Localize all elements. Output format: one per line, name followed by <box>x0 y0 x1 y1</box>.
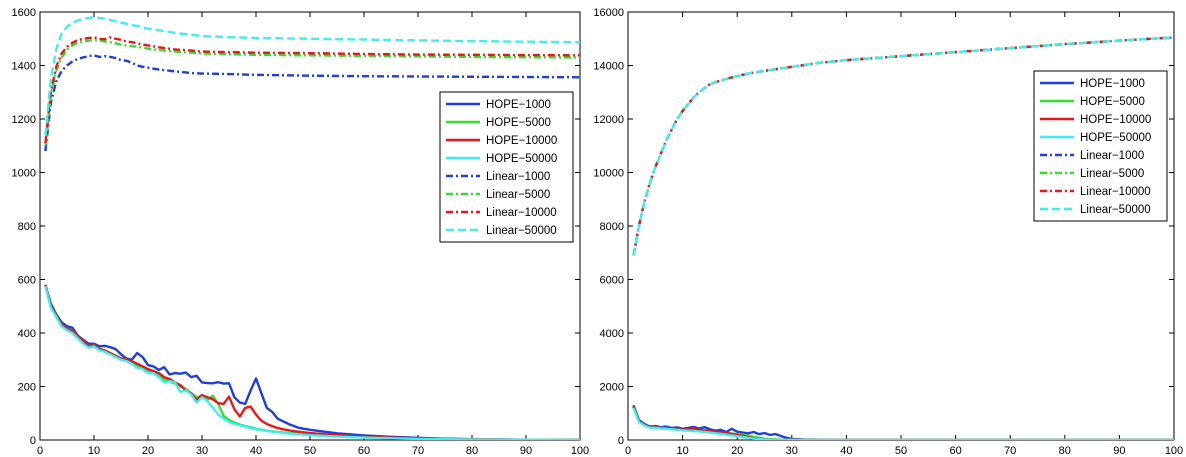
legend-label: HOPE−1000 <box>486 99 551 111</box>
y-tick-label: 12000 <box>593 114 624 126</box>
series-group <box>632 36 1174 440</box>
x-tick-label: 40 <box>250 445 262 457</box>
series-group <box>44 16 580 440</box>
x-tick-label: 20 <box>731 445 743 457</box>
y-tick-label: 400 <box>18 328 36 340</box>
legend-label: HOPE−50000 <box>486 153 557 165</box>
y-tick-label: 14000 <box>593 61 624 73</box>
legend-label: Linear−50000 <box>1080 204 1151 216</box>
series-line-7 <box>632 36 1174 256</box>
legend-label: HOPE−1000 <box>1080 78 1145 90</box>
series-line-7 <box>44 16 580 136</box>
x-tick-label: 10 <box>88 445 100 457</box>
x-tick-label: 20 <box>142 445 154 457</box>
legend-box <box>439 91 574 243</box>
series-line-5 <box>44 38 580 146</box>
y-tick-label: 1600 <box>12 7 36 19</box>
y-tick-label: 1200 <box>12 114 36 126</box>
x-tick-label: 50 <box>895 445 907 457</box>
y-tick-label: 6000 <box>600 275 624 287</box>
y-tick-label: 10000 <box>593 168 624 180</box>
x-tick-label: 80 <box>466 445 478 457</box>
x-tick-label: 100 <box>571 445 589 457</box>
legend-label: HOPE−10000 <box>486 135 557 147</box>
y-tick-label: 2000 <box>600 382 624 394</box>
legend-label: Linear−50000 <box>486 225 557 237</box>
legend-label: Linear−1000 <box>1080 150 1144 162</box>
series-line-3 <box>632 407 1174 440</box>
series-line-3 <box>44 285 580 440</box>
left-chart: 0 10 20 30 40 50 60 70 80 90 100020040060080010001… <box>12 7 590 457</box>
x-tick-label: 10 <box>676 445 688 457</box>
legend-label: Linear−1000 <box>486 171 550 183</box>
legend-label: Linear−5000 <box>1080 168 1144 180</box>
legend: HOPE−1000 HOPE−5000 HOPE−10000 HOPE−50000 Li… <box>1033 70 1168 222</box>
y-tick-label: 0 <box>618 435 624 447</box>
legend-label: HOPE−50000 <box>1080 132 1151 144</box>
right-chart: 0 10 20 30 40 50 60 70 80 90 100 0 2000 4000 6000 8000 1… <box>593 7 1183 457</box>
x-tick-label: 30 <box>196 445 208 457</box>
x-tick-label: 60 <box>358 445 370 457</box>
y-tick-label: 8000 <box>600 221 624 233</box>
series-line-0 <box>44 284 580 440</box>
series-line-4 <box>44 54 580 152</box>
legend-label: Linear−10000 <box>1080 186 1151 198</box>
series-line-6 <box>44 36 580 144</box>
x-tick-label: 30 <box>786 445 798 457</box>
y-tick-label: 800 <box>18 221 36 233</box>
legend-label: Linear−5000 <box>486 189 550 201</box>
x-tick-label: 40 <box>840 445 852 457</box>
legend-label: HOPE−5000 <box>1080 96 1145 108</box>
legend-label: HOPE−5000 <box>486 117 551 129</box>
x-tick-label: 60 <box>949 445 961 457</box>
y-tick-label: 4000 <box>600 328 624 340</box>
x-tick-label: 70 <box>412 445 424 457</box>
y-tick-label: 1000 <box>12 168 36 180</box>
x-tick-label: 70 <box>1004 445 1016 457</box>
y-tick-label: 1400 <box>12 61 36 73</box>
x-tick-label: 0 <box>625 445 631 457</box>
y-tick-label: 600 <box>18 275 36 287</box>
y-tick-label: 16000 <box>593 7 624 19</box>
x-tick-label: 90 <box>520 445 532 457</box>
y-tick-label: 200 <box>18 382 36 394</box>
legend-label: HOPE−10000 <box>1080 114 1151 126</box>
legend: HOPE−1000 HOPE−5000 HOPE−10000 HOPE−50000 Li… <box>439 91 574 243</box>
x-tick-label: 0 <box>37 445 43 457</box>
x-tick-label: 100 <box>1165 445 1183 457</box>
x-tick-label: 90 <box>1113 445 1125 457</box>
x-tick-label: 80 <box>1059 445 1071 457</box>
x-tick-label: 50 <box>304 445 316 457</box>
legend-box <box>1033 70 1168 222</box>
y-tick-label: 0 <box>30 435 36 447</box>
legend-label: Linear−10000 <box>486 207 557 219</box>
